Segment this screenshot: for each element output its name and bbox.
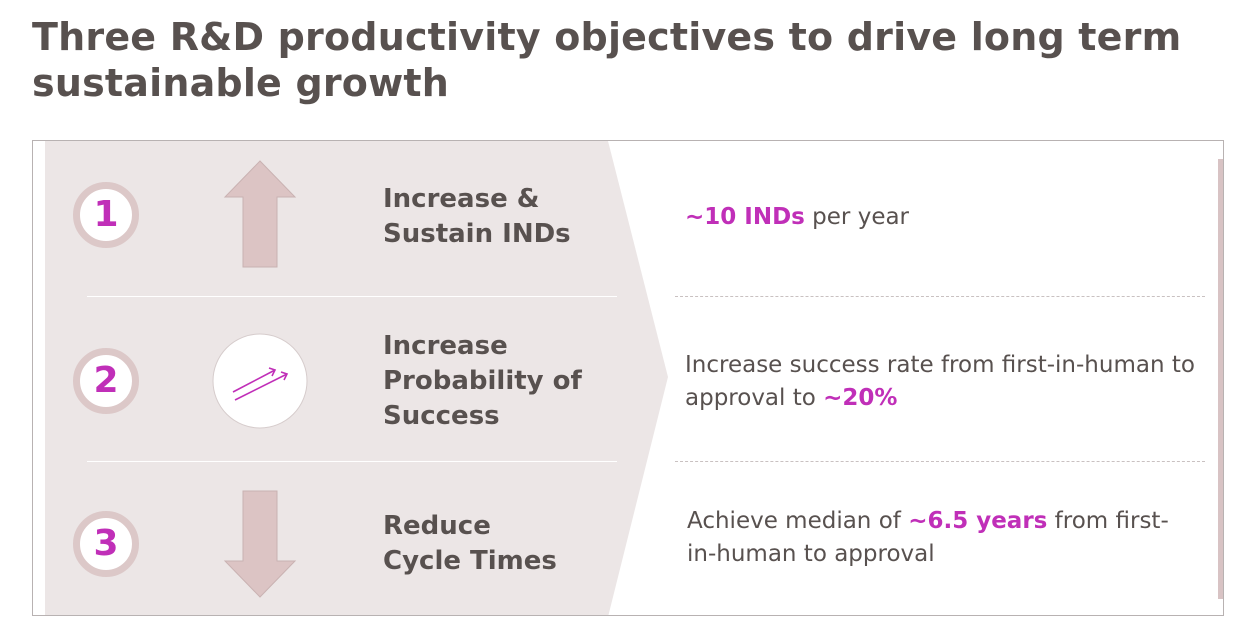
target-highlight: ~10 INDs — [685, 204, 805, 230]
target-text: approval to — [685, 385, 824, 411]
objective-label-line: Sustain INDs — [383, 219, 571, 249]
objective-label-line: Cycle Times — [383, 546, 557, 576]
objective-label-line: Increase — [383, 331, 508, 361]
arrow-up-icon — [223, 160, 297, 268]
objective-label-line: Reduce — [383, 511, 491, 541]
objective-label-2: Increase Probability of Success — [383, 329, 582, 434]
objective-target-1: ~10 INDs per year — [685, 201, 909, 234]
objective-target-2: Increase success rate from first-in-huma… — [685, 349, 1195, 415]
target-text: from first- — [1047, 508, 1169, 534]
objective-label-line: Success — [383, 401, 500, 431]
target-text: Increase success rate from first-in-huma… — [685, 352, 1195, 378]
target-highlight: ~20% — [823, 385, 898, 411]
objective-number-3: 3 — [73, 511, 139, 577]
objective-number-text: 1 — [93, 194, 119, 235]
row-divider-dashed — [675, 461, 1205, 462]
objectives-panel: 1 Increase & Sustain INDs ~10 INDs per y… — [32, 140, 1224, 616]
objective-number-text: 2 — [93, 360, 119, 401]
page-title: Three R&D productivity objectives to dri… — [32, 15, 1182, 105]
arrow-down-icon — [223, 490, 297, 598]
target-text: per year — [804, 204, 910, 230]
target-text: in-human to approval — [687, 541, 935, 567]
objective-label-line: Probability of — [383, 366, 582, 396]
row-divider — [87, 461, 617, 462]
objective-label-3: Reduce Cycle Times — [383, 509, 557, 579]
objective-number-2: 2 — [73, 348, 139, 414]
objective-number-text: 3 — [93, 523, 119, 564]
objective-target-3: Achieve median of ~6.5 years from first-… — [687, 505, 1169, 571]
objective-label-1: Increase & Sustain INDs — [383, 182, 571, 252]
chevron-background — [45, 141, 668, 615]
row-divider — [87, 296, 617, 297]
row-divider-dashed — [675, 296, 1205, 297]
target-text: Achieve median of — [687, 508, 909, 534]
target-highlight: ~6.5 years — [908, 508, 1048, 534]
right-accent-strip — [1218, 159, 1223, 599]
objective-number-1: 1 — [73, 182, 139, 248]
objective-label-line: Increase & — [383, 184, 540, 214]
trend-up-arrows-icon — [212, 333, 308, 429]
